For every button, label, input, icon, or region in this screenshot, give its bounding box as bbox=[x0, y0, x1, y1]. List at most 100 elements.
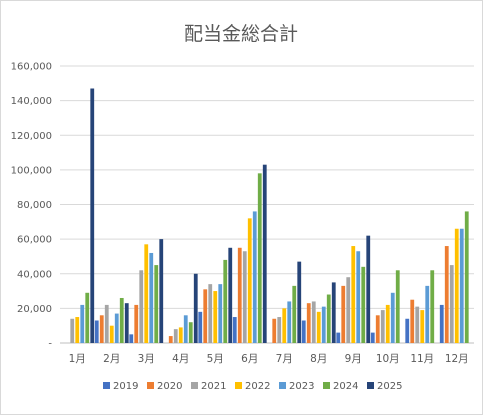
legend-label: 2023 bbox=[289, 381, 314, 392]
bar-2019-5 bbox=[198, 311, 203, 343]
x-tick-label: 4月 bbox=[172, 353, 189, 365]
bar-2022-3 bbox=[144, 244, 149, 343]
bar-2022-4 bbox=[178, 327, 183, 343]
bar-2021-11 bbox=[415, 306, 420, 343]
bar-2024-10 bbox=[395, 270, 400, 343]
bar-2021-4 bbox=[173, 329, 178, 343]
bar-2024-3 bbox=[154, 265, 159, 343]
bar-2021-3 bbox=[139, 270, 144, 343]
bar-2021-12 bbox=[449, 265, 454, 343]
bar-2022-6 bbox=[247, 218, 252, 343]
legend-swatch bbox=[323, 382, 330, 389]
bar-2020-3 bbox=[134, 304, 139, 343]
bar-2021-9 bbox=[346, 277, 351, 343]
legend-swatch bbox=[147, 382, 154, 389]
bar-2021-7 bbox=[277, 317, 282, 343]
bar-2019-11 bbox=[405, 318, 410, 343]
legend-label: 2022 bbox=[245, 381, 270, 392]
bar-2025-6 bbox=[262, 164, 267, 343]
bar-2023-10 bbox=[390, 292, 395, 343]
bar-2020-9 bbox=[341, 285, 346, 343]
y-tick-label: 100,000 bbox=[11, 165, 52, 176]
bar-2024-12 bbox=[464, 211, 469, 343]
bar-2023-3 bbox=[149, 252, 154, 343]
legend-swatch bbox=[103, 382, 110, 389]
bar-2023-11 bbox=[425, 285, 430, 343]
bar-2023-1 bbox=[80, 304, 85, 343]
bar-2025-8 bbox=[331, 282, 336, 343]
legend-label: 2025 bbox=[377, 381, 402, 392]
bar-2024-5 bbox=[223, 259, 228, 343]
bar-2023-8 bbox=[321, 306, 326, 343]
x-tick-label: 7月 bbox=[276, 353, 293, 365]
bar-2025-1 bbox=[90, 88, 95, 343]
bar-2020-8 bbox=[306, 303, 311, 343]
bar-2025-2 bbox=[124, 303, 129, 343]
y-tick-label: - bbox=[48, 339, 52, 350]
bar-2020-2 bbox=[99, 315, 104, 343]
bar-2025-7 bbox=[297, 261, 302, 343]
bar-2022-7 bbox=[282, 308, 287, 343]
bar-2024-6 bbox=[257, 173, 262, 343]
legend-swatch bbox=[235, 382, 242, 389]
y-tick-label: 20,000 bbox=[17, 304, 52, 315]
bar-2023-12 bbox=[459, 228, 464, 343]
bar-2024-8 bbox=[326, 294, 331, 343]
bar-2025-3 bbox=[159, 239, 164, 343]
chart-title: 配当金総合計 bbox=[184, 23, 298, 45]
bar-2021-6 bbox=[242, 251, 247, 343]
bar-2021-2 bbox=[104, 304, 109, 343]
legend-swatch bbox=[279, 382, 286, 389]
legend-swatch bbox=[367, 382, 374, 389]
bar-2023-5 bbox=[218, 284, 223, 343]
bar-2024-4 bbox=[188, 322, 193, 343]
bar-2024-1 bbox=[85, 292, 90, 343]
bar-2022-8 bbox=[316, 311, 321, 343]
bar-2021-5 bbox=[208, 284, 213, 343]
x-tick-label: 3月 bbox=[138, 353, 155, 365]
y-tick-label: 120,000 bbox=[11, 131, 52, 142]
bar-2019-12 bbox=[439, 304, 444, 343]
y-tick-label: 60,000 bbox=[17, 235, 52, 246]
bar-2022-1 bbox=[75, 317, 80, 343]
bar-2020-12 bbox=[444, 246, 449, 343]
bar-2025-5 bbox=[228, 247, 233, 343]
bar-2019-2 bbox=[94, 320, 99, 343]
bar-2020-6 bbox=[237, 247, 242, 343]
x-axis: 1月 2月 3月 4月 5月 6月 7月 8月 9月 10月 11月 12月 bbox=[69, 353, 469, 365]
bar-2020-4 bbox=[168, 336, 173, 343]
legend-label: 2019 bbox=[113, 381, 138, 392]
bar-2023-7 bbox=[287, 301, 292, 343]
bar-2019-3 bbox=[129, 334, 134, 343]
bar-2020-11 bbox=[410, 299, 415, 343]
x-tick-label: 8月 bbox=[310, 353, 327, 365]
bar-2019-8 bbox=[301, 320, 306, 343]
x-tick-label: 10月 bbox=[376, 353, 400, 365]
bar-2022-9 bbox=[351, 246, 356, 343]
bar-2024-11 bbox=[430, 270, 435, 343]
bar-2019-6 bbox=[232, 317, 237, 343]
x-tick-label: 9月 bbox=[345, 353, 362, 365]
bar-2024-2 bbox=[119, 297, 124, 343]
legend-label: 2021 bbox=[201, 381, 226, 392]
bar-2023-4 bbox=[183, 315, 188, 343]
bar-2020-7 bbox=[272, 318, 277, 343]
y-tick-label: 140,000 bbox=[11, 96, 52, 107]
bar-2025-4 bbox=[193, 273, 198, 343]
legend-swatch bbox=[191, 382, 198, 389]
bar-2022-5 bbox=[213, 291, 218, 343]
x-tick-label: 12月 bbox=[445, 353, 469, 365]
bar-2021-10 bbox=[380, 310, 385, 343]
bar-2025-9 bbox=[366, 235, 371, 343]
x-tick-label: 6月 bbox=[241, 353, 258, 365]
bar-2022-10 bbox=[385, 304, 390, 343]
bars bbox=[70, 88, 469, 343]
y-tick-label: 160,000 bbox=[11, 62, 52, 73]
bar-2021-1 bbox=[70, 318, 75, 343]
bar-2024-7 bbox=[292, 285, 297, 343]
legend-label: 2020 bbox=[157, 381, 182, 392]
legend: 2019 2020 2021 2022 2023 2024 2025 bbox=[103, 381, 402, 392]
bar-2020-10 bbox=[375, 315, 380, 343]
